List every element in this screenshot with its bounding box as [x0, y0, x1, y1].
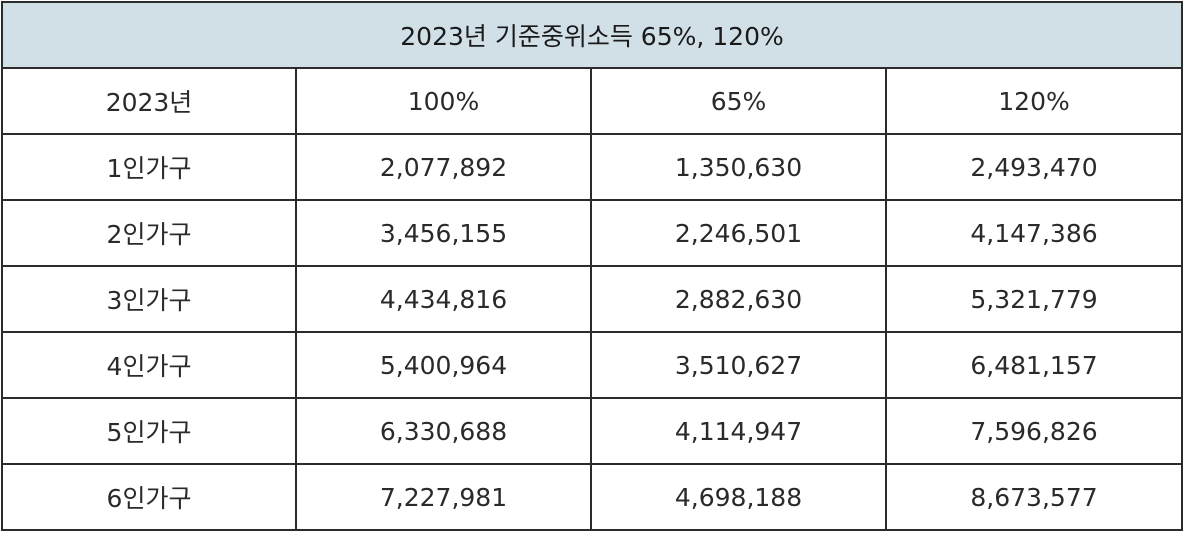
income-65-cell: 2,246,501 — [590, 199, 887, 267]
household-size-cell: 5인가구 — [1, 397, 297, 465]
income-65-cell: 1,350,630 — [590, 133, 887, 201]
income-120-cell: 2,493,470 — [884, 133, 1183, 201]
table-header-row: 2023년 100% 65% 120% — [1, 67, 1183, 135]
income-65-cell: 3,510,627 — [590, 331, 887, 399]
household-size-cell: 2인가구 — [1, 199, 297, 267]
header-120-percent: 120% — [884, 67, 1183, 135]
household-size-cell: 6인가구 — [1, 463, 297, 531]
header-year: 2023년 — [1, 67, 297, 135]
income-65-cell: 2,882,630 — [590, 265, 887, 333]
income-120-cell: 6,481,157 — [884, 331, 1183, 399]
income-120-cell: 8,673,577 — [884, 463, 1183, 531]
income-120-cell: 7,596,826 — [884, 397, 1183, 465]
income-100-cell: 7,227,981 — [295, 463, 592, 531]
table-row: 1인가구 2,077,892 1,350,630 2,493,470 — [1, 133, 1183, 201]
income-100-cell: 3,456,155 — [295, 199, 592, 267]
income-120-cell: 5,321,779 — [884, 265, 1183, 333]
income-100-cell: 4,434,816 — [295, 265, 592, 333]
income-100-cell: 6,330,688 — [295, 397, 592, 465]
table-row: 3인가구 4,434,816 2,882,630 5,321,779 — [1, 265, 1183, 333]
household-size-cell: 1인가구 — [1, 133, 297, 201]
household-size-cell: 4인가구 — [1, 331, 297, 399]
household-size-cell: 3인가구 — [1, 265, 297, 333]
income-120-cell: 4,147,386 — [884, 199, 1183, 267]
table-title-row: 2023년 기준중위소득 65%, 120% — [0, 1, 1183, 69]
table-title: 2023년 기준중위소득 65%, 120% — [0, 1, 1183, 69]
header-65-percent: 65% — [590, 67, 887, 135]
income-table: 2023년 기준중위소득 65%, 120% 2023년 100% 65% 12… — [0, 1, 1183, 531]
income-65-cell: 4,114,947 — [590, 397, 887, 465]
table-row: 5인가구 6,330,688 4,114,947 7,596,826 — [1, 397, 1183, 465]
income-100-cell: 5,400,964 — [295, 331, 592, 399]
header-100-percent: 100% — [295, 67, 592, 135]
table-row: 4인가구 5,400,964 3,510,627 6,481,157 — [1, 331, 1183, 399]
income-100-cell: 2,077,892 — [295, 133, 592, 201]
income-65-cell: 4,698,188 — [590, 463, 887, 531]
table-row: 6인가구 7,227,981 4,698,188 8,673,577 — [1, 463, 1183, 531]
table-row: 2인가구 3,456,155 2,246,501 4,147,386 — [1, 199, 1183, 267]
